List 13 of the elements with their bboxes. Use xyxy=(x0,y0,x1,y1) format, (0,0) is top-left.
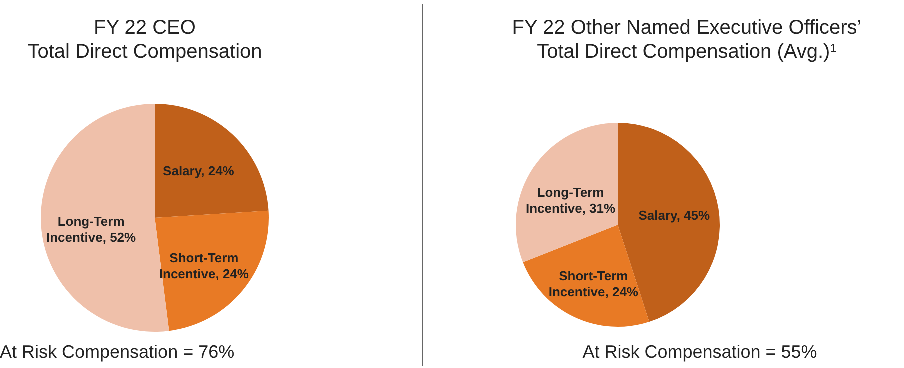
slice-label: Long-Term Incentive, 52% xyxy=(46,214,137,246)
chart-title: FY 22 CEO Total Direct Compensation xyxy=(28,17,262,63)
pie-slice xyxy=(516,123,618,263)
pie-slice xyxy=(523,225,650,327)
text: At Risk Compensation = 76% xyxy=(0,342,235,362)
slice-label: Salary, 24% xyxy=(163,163,235,178)
slice-label: Short-Term Incentive, 24% xyxy=(548,268,639,300)
slice-label: Salary, 45% xyxy=(638,208,711,224)
pie-slice xyxy=(155,104,269,218)
chart-title: FY 22 Other Named Executive Officers’ Total Direct Compensation (Avg.)¹ xyxy=(512,17,862,63)
text: At Risk Compensation = 55% xyxy=(582,342,818,362)
pie-slice xyxy=(155,210,269,332)
slice-label: Long-Term Incentive, 31% xyxy=(526,184,616,216)
